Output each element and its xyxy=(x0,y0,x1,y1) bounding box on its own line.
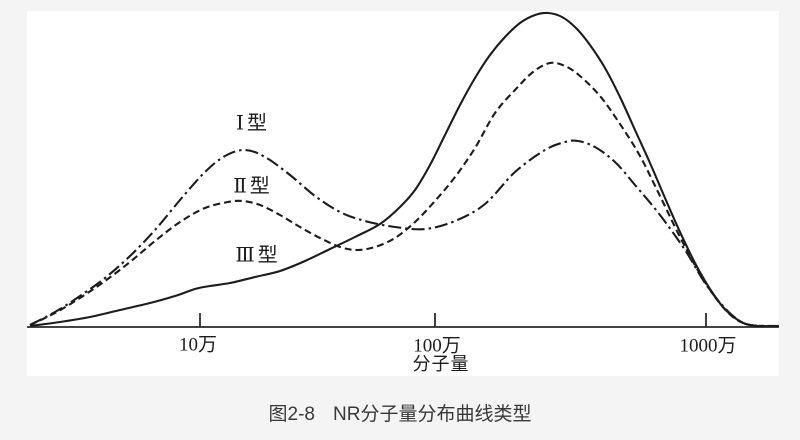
curve-Ⅲ型 xyxy=(29,11,779,328)
curve-label-type-2: Ⅱ型 xyxy=(233,175,273,198)
figure-number: 图2-8 xyxy=(268,404,315,425)
x-axis-title: 分子量 xyxy=(412,354,470,374)
figure-title: NR分子量分布曲线类型 xyxy=(333,404,532,425)
x-tick-label-1m: 100万 xyxy=(413,335,461,357)
curve-Ⅰ型 xyxy=(29,139,779,328)
figure-caption: 图2-8 NR分子量分布曲线类型 xyxy=(0,399,800,426)
curve-Ⅱ型 xyxy=(29,61,779,328)
x-tick-label-10m: 1000万 xyxy=(679,335,737,357)
curve-label-type-3: Ⅲ型 xyxy=(235,244,281,267)
curve-label-type-1: Ⅰ型 xyxy=(236,112,270,135)
figure-panel: Ⅰ型 Ⅱ型 Ⅲ型 10万 100万 1000万 分子量 xyxy=(27,11,779,376)
x-tick-label-100k: 10万 xyxy=(178,334,218,356)
distribution-curves-chart xyxy=(27,11,779,328)
